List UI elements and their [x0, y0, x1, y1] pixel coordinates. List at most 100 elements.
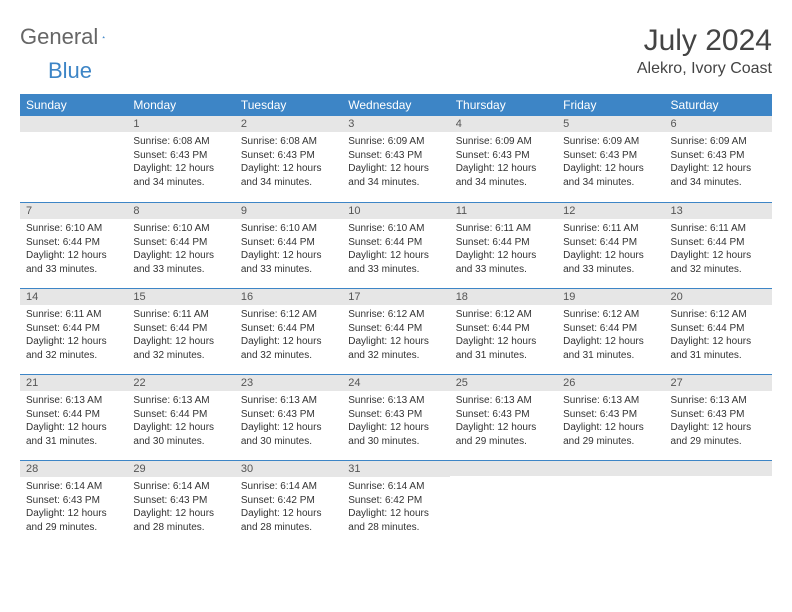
- day-text: Sunrise: 6:13 AMSunset: 6:44 PMDaylight:…: [20, 391, 127, 452]
- week-row: 14Sunrise: 6:11 AMSunset: 6:44 PMDayligh…: [20, 288, 772, 374]
- weekday-monday: Monday: [127, 94, 234, 116]
- day-cell: 25Sunrise: 6:13 AMSunset: 6:43 PMDayligh…: [450, 374, 557, 460]
- day-cell: 21Sunrise: 6:13 AMSunset: 6:44 PMDayligh…: [20, 374, 127, 460]
- day-number: 9: [235, 202, 342, 219]
- day-number: 20: [665, 288, 772, 305]
- day-text: Sunrise: 6:10 AMSunset: 6:44 PMDaylight:…: [235, 219, 342, 280]
- day-number: 5: [557, 116, 664, 132]
- logo: General: [20, 24, 124, 50]
- day-number: 17: [342, 288, 449, 305]
- day-number: 16: [235, 288, 342, 305]
- day-text: Sunrise: 6:11 AMSunset: 6:44 PMDaylight:…: [557, 219, 664, 280]
- day-cell: 29Sunrise: 6:14 AMSunset: 6:43 PMDayligh…: [127, 460, 234, 546]
- day-text: Sunrise: 6:10 AMSunset: 6:44 PMDaylight:…: [20, 219, 127, 280]
- day-cell: 8Sunrise: 6:10 AMSunset: 6:44 PMDaylight…: [127, 202, 234, 288]
- weekday-friday: Friday: [557, 94, 664, 116]
- day-number: 24: [342, 374, 449, 391]
- day-number: [20, 116, 127, 132]
- day-cell: 17Sunrise: 6:12 AMSunset: 6:44 PMDayligh…: [342, 288, 449, 374]
- day-number: 25: [450, 374, 557, 391]
- title-block: July 2024 Alekro, Ivory Coast: [637, 24, 772, 78]
- day-number: 11: [450, 202, 557, 219]
- day-text: [665, 476, 772, 537]
- day-number: 7: [20, 202, 127, 219]
- calendar-table: SundayMondayTuesdayWednesdayThursdayFrid…: [20, 94, 772, 546]
- month-title: July 2024: [637, 24, 772, 58]
- day-cell: 28Sunrise: 6:14 AMSunset: 6:43 PMDayligh…: [20, 460, 127, 546]
- day-text: Sunrise: 6:14 AMSunset: 6:42 PMDaylight:…: [235, 477, 342, 538]
- day-text: Sunrise: 6:11 AMSunset: 6:44 PMDaylight:…: [665, 219, 772, 280]
- day-cell: 14Sunrise: 6:11 AMSunset: 6:44 PMDayligh…: [20, 288, 127, 374]
- day-cell: 7Sunrise: 6:10 AMSunset: 6:44 PMDaylight…: [20, 202, 127, 288]
- day-text: Sunrise: 6:13 AMSunset: 6:43 PMDaylight:…: [557, 391, 664, 452]
- logo-sail-icon: [102, 28, 105, 46]
- weekday-wednesday: Wednesday: [342, 94, 449, 116]
- day-number: 4: [450, 116, 557, 132]
- day-cell: 22Sunrise: 6:13 AMSunset: 6:44 PMDayligh…: [127, 374, 234, 460]
- day-number: 13: [665, 202, 772, 219]
- day-cell: 20Sunrise: 6:12 AMSunset: 6:44 PMDayligh…: [665, 288, 772, 374]
- day-text: Sunrise: 6:09 AMSunset: 6:43 PMDaylight:…: [342, 132, 449, 193]
- day-number: 29: [127, 460, 234, 477]
- weekday-tuesday: Tuesday: [235, 94, 342, 116]
- day-cell: 5Sunrise: 6:09 AMSunset: 6:43 PMDaylight…: [557, 116, 664, 202]
- day-number: 12: [557, 202, 664, 219]
- empty-cell: [665, 460, 772, 546]
- day-cell: 6Sunrise: 6:09 AMSunset: 6:43 PMDaylight…: [665, 116, 772, 202]
- day-text: Sunrise: 6:12 AMSunset: 6:44 PMDaylight:…: [665, 305, 772, 366]
- day-text: Sunrise: 6:09 AMSunset: 6:43 PMDaylight:…: [557, 132, 664, 193]
- day-text: Sunrise: 6:11 AMSunset: 6:44 PMDaylight:…: [450, 219, 557, 280]
- empty-cell: [20, 116, 127, 202]
- day-text: Sunrise: 6:12 AMSunset: 6:44 PMDaylight:…: [450, 305, 557, 366]
- day-cell: 12Sunrise: 6:11 AMSunset: 6:44 PMDayligh…: [557, 202, 664, 288]
- calendar-head: SundayMondayTuesdayWednesdayThursdayFrid…: [20, 94, 772, 116]
- day-text: Sunrise: 6:14 AMSunset: 6:43 PMDaylight:…: [127, 477, 234, 538]
- day-number: 10: [342, 202, 449, 219]
- day-number: 14: [20, 288, 127, 305]
- day-text: Sunrise: 6:12 AMSunset: 6:44 PMDaylight:…: [342, 305, 449, 366]
- day-number: 8: [127, 202, 234, 219]
- day-number: 30: [235, 460, 342, 477]
- day-text: Sunrise: 6:12 AMSunset: 6:44 PMDaylight:…: [557, 305, 664, 366]
- day-cell: 9Sunrise: 6:10 AMSunset: 6:44 PMDaylight…: [235, 202, 342, 288]
- day-cell: 16Sunrise: 6:12 AMSunset: 6:44 PMDayligh…: [235, 288, 342, 374]
- day-cell: 18Sunrise: 6:12 AMSunset: 6:44 PMDayligh…: [450, 288, 557, 374]
- day-cell: 19Sunrise: 6:12 AMSunset: 6:44 PMDayligh…: [557, 288, 664, 374]
- day-number: 27: [665, 374, 772, 391]
- weekday-row: SundayMondayTuesdayWednesdayThursdayFrid…: [20, 94, 772, 116]
- header: General July 2024 Alekro, Ivory Coast: [20, 24, 772, 78]
- day-text: [450, 476, 557, 537]
- day-cell: 1Sunrise: 6:08 AMSunset: 6:43 PMDaylight…: [127, 116, 234, 202]
- day-number: 2: [235, 116, 342, 132]
- day-text: Sunrise: 6:11 AMSunset: 6:44 PMDaylight:…: [127, 305, 234, 366]
- location: Alekro, Ivory Coast: [637, 60, 772, 78]
- day-number: 6: [665, 116, 772, 132]
- calendar-body: 1Sunrise: 6:08 AMSunset: 6:43 PMDaylight…: [20, 116, 772, 546]
- day-text: Sunrise: 6:13 AMSunset: 6:43 PMDaylight:…: [342, 391, 449, 452]
- day-number: [557, 460, 664, 476]
- week-row: 28Sunrise: 6:14 AMSunset: 6:43 PMDayligh…: [20, 460, 772, 546]
- weekday-sunday: Sunday: [20, 94, 127, 116]
- day-text: [20, 132, 127, 193]
- day-text: Sunrise: 6:13 AMSunset: 6:44 PMDaylight:…: [127, 391, 234, 452]
- day-number: 19: [557, 288, 664, 305]
- day-number: 21: [20, 374, 127, 391]
- day-cell: 11Sunrise: 6:11 AMSunset: 6:44 PMDayligh…: [450, 202, 557, 288]
- day-text: Sunrise: 6:13 AMSunset: 6:43 PMDaylight:…: [235, 391, 342, 452]
- week-row: 7Sunrise: 6:10 AMSunset: 6:44 PMDaylight…: [20, 202, 772, 288]
- day-text: Sunrise: 6:10 AMSunset: 6:44 PMDaylight:…: [342, 219, 449, 280]
- day-cell: 15Sunrise: 6:11 AMSunset: 6:44 PMDayligh…: [127, 288, 234, 374]
- day-number: 23: [235, 374, 342, 391]
- day-cell: 3Sunrise: 6:09 AMSunset: 6:43 PMDaylight…: [342, 116, 449, 202]
- day-number: 1: [127, 116, 234, 132]
- week-row: 1Sunrise: 6:08 AMSunset: 6:43 PMDaylight…: [20, 116, 772, 202]
- day-text: Sunrise: 6:08 AMSunset: 6:43 PMDaylight:…: [127, 132, 234, 193]
- day-number: 26: [557, 374, 664, 391]
- day-cell: 27Sunrise: 6:13 AMSunset: 6:43 PMDayligh…: [665, 374, 772, 460]
- day-cell: 4Sunrise: 6:09 AMSunset: 6:43 PMDaylight…: [450, 116, 557, 202]
- day-cell: 2Sunrise: 6:08 AMSunset: 6:43 PMDaylight…: [235, 116, 342, 202]
- empty-cell: [450, 460, 557, 546]
- day-cell: 10Sunrise: 6:10 AMSunset: 6:44 PMDayligh…: [342, 202, 449, 288]
- week-row: 21Sunrise: 6:13 AMSunset: 6:44 PMDayligh…: [20, 374, 772, 460]
- day-text: Sunrise: 6:13 AMSunset: 6:43 PMDaylight:…: [450, 391, 557, 452]
